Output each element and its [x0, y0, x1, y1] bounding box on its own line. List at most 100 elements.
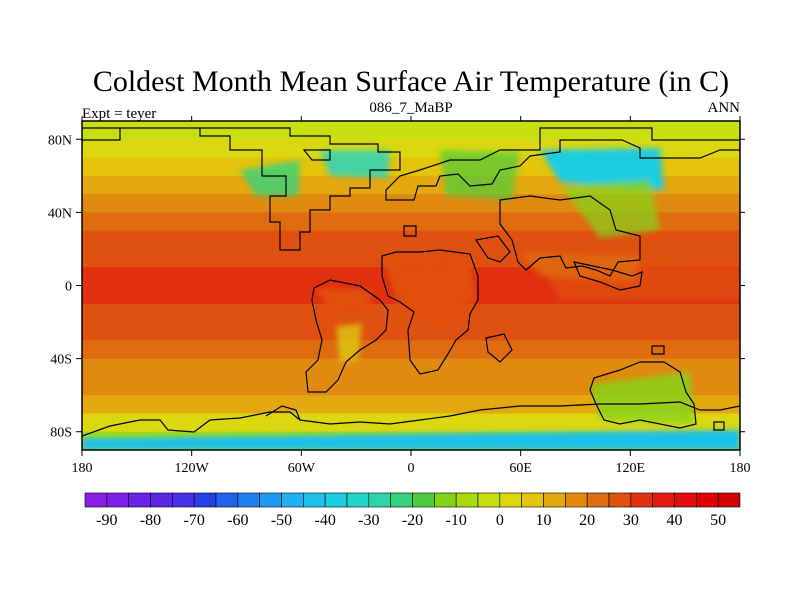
colorbar-swatch-4: [172, 492, 195, 508]
colorbar-swatch-22: [565, 492, 588, 508]
y-tick-label-0: 80N: [48, 133, 72, 148]
y-tick-label-1: 40N: [48, 206, 72, 221]
antarctica-cold-patch: [82, 430, 740, 450]
x-tick-label-5: 120E: [616, 461, 646, 476]
arabia-coastline: [474, 235, 511, 263]
tropical-asia-warm-patch: [520, 252, 640, 282]
temperature-band-6: [82, 230, 740, 250]
colorbar-swatch-28: [696, 492, 719, 508]
colorbar-swatch-9: [281, 492, 304, 508]
y-tick-label-3: 40S: [50, 353, 72, 368]
africa-coastline: [381, 249, 479, 375]
x-tick-label-1: 120W: [175, 461, 210, 476]
colorbar-label-14: 50: [710, 512, 726, 529]
colorbar-label-6: -30: [358, 512, 379, 529]
colorbar-swatch-11: [324, 492, 348, 508]
temperature-band-14: [82, 395, 740, 414]
x-tick-label-6: 180: [730, 461, 751, 476]
colorbar-swatch-23: [586, 492, 610, 508]
map-axes: 180 120W 60W 0 60E 120E 180 80N 40N 0 40S 80S: [48, 116, 751, 476]
colorbar: -90 -80 -70 -60 -50 -40 -30 -20 -10 0 10 20 30 40 50: [84, 492, 741, 529]
australia-coastline: [589, 361, 697, 429]
x-tick-label-3: 0: [408, 461, 415, 476]
island-1-coastline: [651, 345, 665, 355]
colorbar-swatch-12: [346, 492, 370, 508]
asia-interior-cool-patch: [560, 180, 660, 238]
colorbar-swatch-18: [477, 492, 501, 508]
colorbar-label-1: -80: [140, 512, 161, 529]
temperature-band-9: [82, 303, 740, 323]
y-tick-label-2: 0: [65, 280, 72, 295]
season-label: ANN: [708, 100, 741, 116]
colorbar-swatch-24: [608, 492, 632, 508]
colorbar-label-3: -60: [227, 512, 248, 529]
colorbar-label-5: -40: [315, 512, 336, 529]
x-tick-label-2: 60W: [288, 461, 316, 476]
colorbar-label-0: -90: [96, 512, 117, 529]
colorbar-swatch-7: [237, 492, 260, 508]
figure-title: Coldest Month Mean Surface Air Temperatu…: [93, 65, 729, 98]
south-america-cool-patch: [336, 324, 362, 362]
island-3-coastline: [713, 421, 725, 431]
temperature-band-12: [82, 358, 740, 378]
colorbar-swatch-14: [390, 492, 413, 508]
greenland-coastline: [302, 149, 331, 161]
coastlines: [82, 127, 740, 437]
colorbar-swatch-25: [630, 492, 653, 508]
colorbar-swatch-21: [543, 492, 566, 508]
east-antarctica-cool-patch: [590, 372, 694, 424]
south-america-coastline: [305, 279, 389, 393]
colorbar-swatch-29: [717, 492, 741, 508]
colorbar-swatch-20: [521, 492, 544, 508]
time-label: 086_7_MaBP: [369, 100, 452, 116]
southeast-asia-coastline: [572, 261, 643, 291]
regional-anomalies: [82, 148, 740, 450]
africa-warm-patch: [384, 258, 476, 320]
experiment-label: Expt = teyer: [82, 106, 156, 122]
arctic-coast-cold-patch: [240, 160, 300, 196]
temperature-band-5: [82, 212, 740, 232]
north-america-coastline: [82, 127, 401, 251]
temperature-field: [82, 121, 740, 450]
colorbar-swatch-0: [84, 492, 108, 508]
colorbar-swatch-8: [259, 492, 282, 508]
colorbar-swatch-1: [106, 492, 129, 508]
temperature-band-13: [82, 376, 740, 396]
north-america-cold-patch: [320, 150, 390, 178]
south-asia-coastline: [499, 195, 641, 277]
colorbar-label-11: 20: [579, 512, 595, 529]
colorbar-label-7: -20: [402, 512, 423, 529]
antarctica-coastline: [82, 401, 740, 437]
temperature-band-11: [82, 340, 740, 360]
colorbar-swatch-5: [193, 492, 217, 508]
island-2-coastline: [403, 225, 417, 237]
colorbar-swatch-10: [303, 492, 326, 508]
south-america-warm-patch: [316, 288, 372, 318]
siberia-cold-patch: [540, 148, 664, 190]
colorbar-swatch-17: [455, 492, 479, 508]
antarctic-peninsula-coastline: [265, 405, 301, 421]
colorbar-label-4: -50: [271, 512, 292, 529]
colorbar-label-13: 40: [667, 512, 683, 529]
colorbar-label-10: 10: [536, 512, 552, 529]
colorbar-swatch-6: [215, 492, 239, 508]
colorbar-label-9: 0: [496, 512, 504, 529]
madagascar-coastline: [485, 333, 513, 363]
x-tick-label-0: 180: [72, 461, 93, 476]
central-asia-cool-patch: [440, 150, 520, 200]
colorbar-swatch-27: [674, 492, 697, 508]
colorbar-label-2: -70: [184, 512, 205, 529]
colorbar-swatch-2: [128, 492, 151, 508]
colorbar-swatch-26: [652, 492, 675, 508]
colorbar-swatch-13: [368, 492, 391, 508]
colorbar-swatch-16: [434, 492, 457, 508]
y-tick-label-4: 80S: [50, 426, 72, 441]
colorbar-swatch-3: [150, 492, 173, 508]
x-tick-label-4: 60E: [509, 461, 532, 476]
temperature-band-10: [82, 322, 740, 341]
colorbar-label-8: -10: [446, 512, 467, 529]
colorbar-label-12: 30: [623, 512, 639, 529]
temperature-band-0: [82, 121, 740, 140]
eurasia-coastline: [385, 127, 740, 201]
